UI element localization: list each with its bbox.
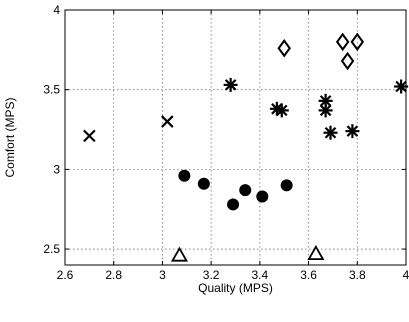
y-tick-label: 2.5	[43, 242, 60, 256]
x-tick-label: 3.2	[203, 268, 220, 282]
data-point-diamond	[277, 39, 291, 58]
x-tick-label: 3.8	[349, 268, 366, 282]
data-point-asterisk	[318, 103, 333, 118]
data-point-circle	[239, 184, 252, 197]
data-point-triangle	[307, 245, 325, 260]
y-tick-label: 4	[53, 3, 60, 17]
data-point-diamond	[350, 32, 365, 52]
data-point-diamond	[335, 32, 350, 52]
data-point-asterisk	[274, 103, 289, 118]
data-point-circle	[256, 190, 269, 203]
x-axis-label: Quality (MPS)	[198, 281, 273, 295]
data-point-asterisk	[345, 124, 360, 139]
y-tick-label: 3.5	[43, 83, 60, 97]
data-point-asterisk	[394, 79, 409, 94]
x-tick-label: 3.4	[252, 268, 269, 282]
data-point-x	[83, 129, 96, 143]
data-point-circle	[197, 177, 210, 190]
data-point-asterisk	[223, 77, 238, 92]
data-point-circle	[280, 179, 293, 192]
data-point-asterisk	[323, 125, 338, 140]
x-tick-label: 2.6	[57, 268, 74, 282]
data-point-circle	[178, 169, 191, 182]
x-tick-label: 4	[403, 268, 409, 282]
data-point-x	[161, 115, 174, 128]
x-tick-label: 3.6	[300, 268, 317, 282]
x-tick-label: 2.8	[105, 268, 122, 282]
y-axis-label: Comfort (MPS)	[3, 97, 17, 177]
data-points	[83, 32, 409, 262]
x-tick-label: 3	[159, 268, 166, 282]
data-point-triangle	[170, 246, 189, 262]
grid	[64, 9, 407, 265]
data-point-circle	[227, 198, 240, 211]
data-point-diamond	[340, 51, 355, 71]
ticks: 2.6 2.8 3 3.2 3.4 3.6 3.8 4 2.5 3 3.5 4	[43, 3, 409, 282]
plot-frame	[64, 9, 407, 266]
y-tick-label: 3	[53, 162, 60, 176]
